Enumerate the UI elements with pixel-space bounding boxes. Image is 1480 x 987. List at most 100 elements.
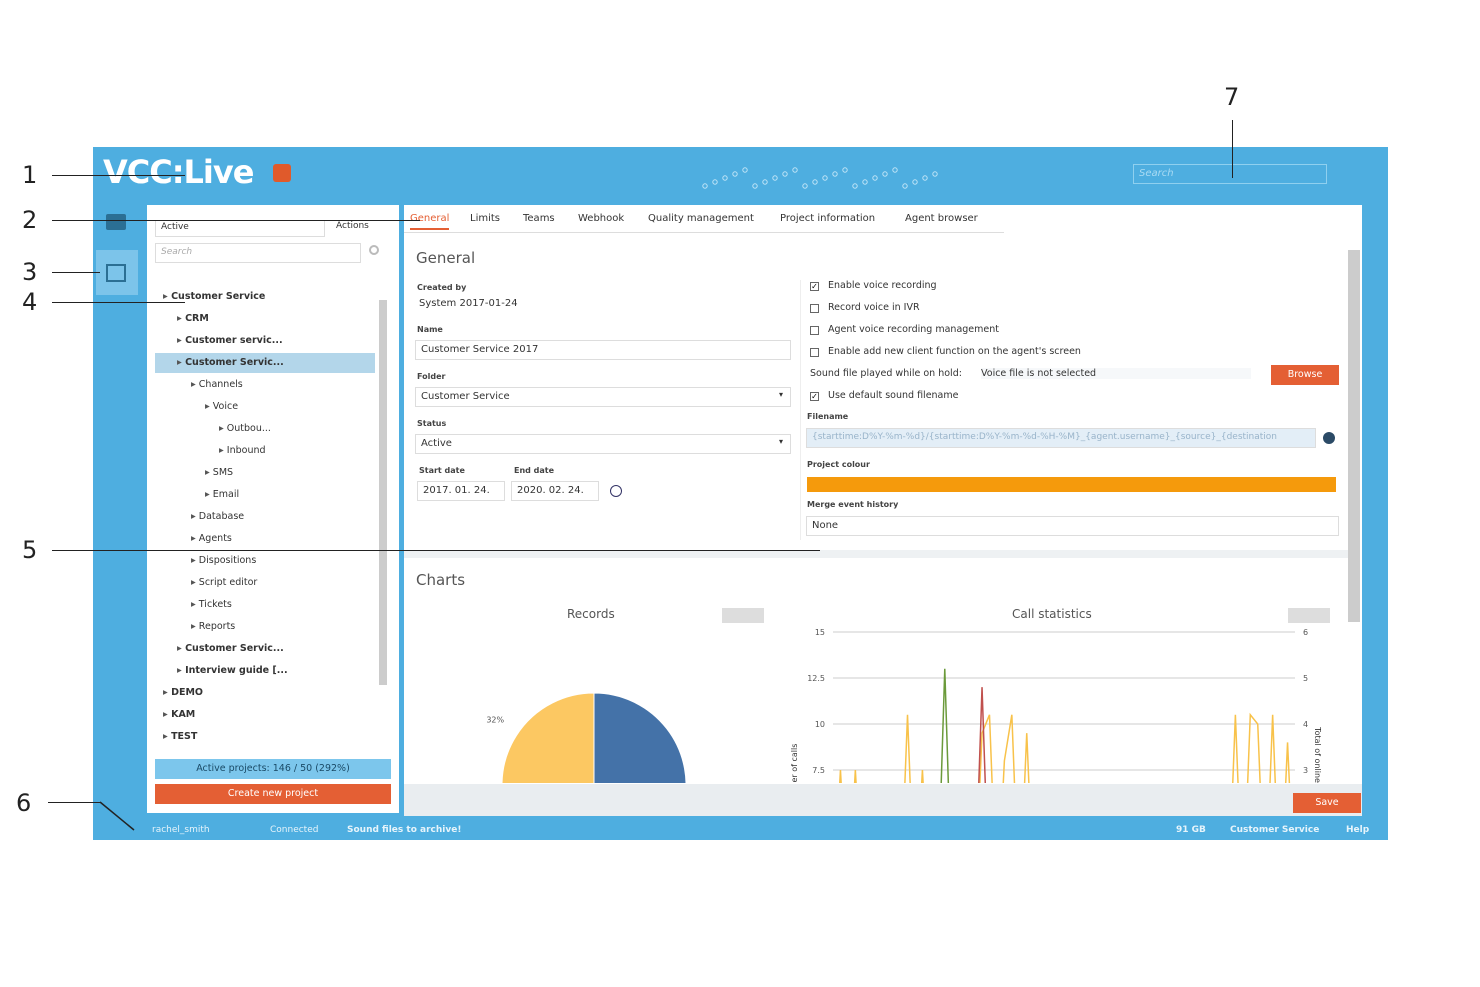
tree-arrow[interactable]: ▸ — [205, 401, 213, 412]
checkbox-label[interactable]: Enable voice recording — [828, 280, 937, 291]
checkbox[interactable]: ✓ — [810, 392, 819, 401]
tree-arrow[interactable]: ▸ — [191, 621, 199, 632]
tree-arrow[interactable]: ▸ — [191, 577, 199, 588]
dot — [882, 171, 888, 177]
tree-item[interactable]: ▸ DEMO — [163, 687, 203, 698]
date-input[interactable]: 2020. 02. 24. — [511, 481, 599, 501]
dot — [712, 179, 718, 185]
dot — [892, 167, 898, 173]
create-project-button[interactable]: Create new project — [155, 784, 391, 804]
checkbox[interactable] — [810, 348, 819, 357]
tree-arrow[interactable]: ▸ — [163, 687, 172, 698]
chart-buttons[interactable] — [722, 608, 764, 623]
tab[interactable]: Quality management — [648, 213, 754, 224]
tree-arrow[interactable]: ▸ — [205, 467, 213, 478]
callout-line — [99, 801, 135, 831]
tree-arrow[interactable]: ▸ — [163, 291, 172, 302]
field-input[interactable]: Customer Service 2017 — [415, 340, 791, 360]
tab[interactable]: Teams — [523, 213, 555, 224]
tree-item[interactable]: ▸ Interview guide [... — [177, 665, 288, 676]
tree-item[interactable]: ▸ Reports — [191, 621, 236, 632]
dropdown-arrow[interactable]: ▾ — [779, 390, 784, 399]
tree-arrow[interactable]: ▸ — [163, 731, 172, 742]
field-label: Created by — [417, 283, 467, 292]
tree-arrow[interactable]: ▸ — [177, 643, 186, 654]
field-value: Voice file is not selected — [981, 368, 1251, 379]
tree-item[interactable]: ▸ Channels — [191, 379, 243, 390]
tree-arrow[interactable]: ▸ — [219, 445, 227, 456]
checkbox-label[interactable]: Enable add new client function on the ag… — [828, 346, 1081, 357]
tree-arrow[interactable]: ▸ — [177, 335, 186, 346]
rail-active — [96, 250, 138, 295]
callout-line — [52, 220, 420, 221]
tree-item[interactable]: ▸ Agents — [191, 533, 232, 544]
tree-item[interactable]: ▸ Outbou... — [219, 423, 271, 434]
dropdown-arrow[interactable]: ▾ — [779, 437, 784, 446]
tree-item[interactable]: ▸ Voice — [205, 401, 239, 412]
browse-button[interactable]: Browse — [1271, 365, 1339, 385]
field-input[interactable]: Customer Service — [415, 387, 791, 407]
tab[interactable]: General — [410, 213, 450, 230]
search-icon — [369, 245, 379, 255]
tree-item[interactable]: ▸ SMS — [205, 467, 234, 478]
colour-swatch[interactable] — [807, 477, 1336, 492]
tree-item[interactable]: ▸ Database — [191, 511, 245, 522]
y-tick-label: 7.5 — [812, 766, 825, 775]
tree-arrow[interactable]: ▸ — [163, 709, 172, 720]
tree-item[interactable]: ▸ Tickets — [191, 599, 232, 610]
field-input[interactable]: Active — [415, 434, 791, 454]
tree-item[interactable]: ▸ Customer Servic... — [177, 643, 284, 654]
y-axis-label: Number of calls — [790, 744, 799, 783]
tree-item[interactable]: ▸ Inbound — [219, 445, 266, 456]
header-search[interactable]: Search — [1133, 164, 1327, 184]
tree-arrow[interactable]: ▸ — [219, 423, 227, 434]
checkbox[interactable] — [810, 326, 819, 335]
tree-arrow[interactable]: ▸ — [191, 511, 199, 522]
tree-arrow[interactable]: ▸ — [177, 313, 186, 324]
checkbox[interactable]: ✓ — [810, 282, 819, 291]
save-button[interactable]: Save — [1293, 793, 1361, 813]
tree-item[interactable]: ▸ KAM — [163, 709, 196, 720]
tree-item[interactable]: ▸ TEST — [163, 731, 198, 742]
icon-rail — [93, 200, 138, 822]
checkbox-label[interactable]: Record voice in IVR — [828, 302, 920, 313]
tree-item[interactable]: ▸ CRM — [177, 313, 209, 324]
tree-search[interactable]: Search — [155, 243, 361, 263]
tree-arrow[interactable]: ▸ — [205, 489, 213, 500]
field-label: Start date — [419, 466, 465, 475]
checkbox-label[interactable]: Use default sound filename — [828, 390, 959, 401]
tab[interactable]: Webhook — [578, 213, 625, 224]
tree-arrow[interactable]: ▸ — [191, 533, 199, 544]
tree-item[interactable]: ▸ Email — [205, 489, 240, 500]
tree-arrow[interactable]: ▸ — [191, 379, 199, 390]
tree-arrow[interactable]: ▸ — [177, 665, 186, 676]
tree-item[interactable]: ▸ Customer Servic... — [155, 353, 375, 373]
callout-line — [52, 175, 185, 176]
chart-buttons[interactable] — [1288, 608, 1330, 623]
dot — [842, 167, 848, 173]
tab-bar — [404, 205, 1004, 233]
tree-arrow[interactable]: ▸ — [191, 599, 199, 610]
filter-select[interactable]: Active — [155, 220, 325, 237]
dot — [852, 183, 858, 189]
tree-item[interactable]: ▸ Customer servic... — [177, 335, 283, 346]
tree-item[interactable]: ▸ Script editor — [191, 577, 258, 588]
rail-icon — [106, 214, 126, 230]
tree-item[interactable]: ▸ Customer Service — [163, 291, 266, 302]
date-input[interactable]: 2017. 01. 24. — [417, 481, 505, 501]
tab[interactable]: Limits — [470, 213, 500, 224]
dot — [792, 167, 798, 173]
tree-arrow[interactable]: ▸ — [177, 357, 186, 368]
tree-arrow[interactable]: ▸ — [191, 555, 199, 566]
tree-item[interactable]: ▸ Dispositions — [191, 555, 257, 566]
tab[interactable]: Project information — [780, 213, 876, 224]
actions-button[interactable]: Actions — [336, 221, 369, 231]
status-item: rachel_smith — [152, 825, 210, 835]
checkbox-label[interactable]: Agent voice recording management — [828, 324, 999, 335]
status-item[interactable]: Help — [1346, 825, 1370, 835]
checkbox[interactable] — [810, 304, 819, 313]
select-input[interactable]: None — [806, 516, 1339, 536]
tab[interactable]: Agent browser — [905, 213, 978, 224]
